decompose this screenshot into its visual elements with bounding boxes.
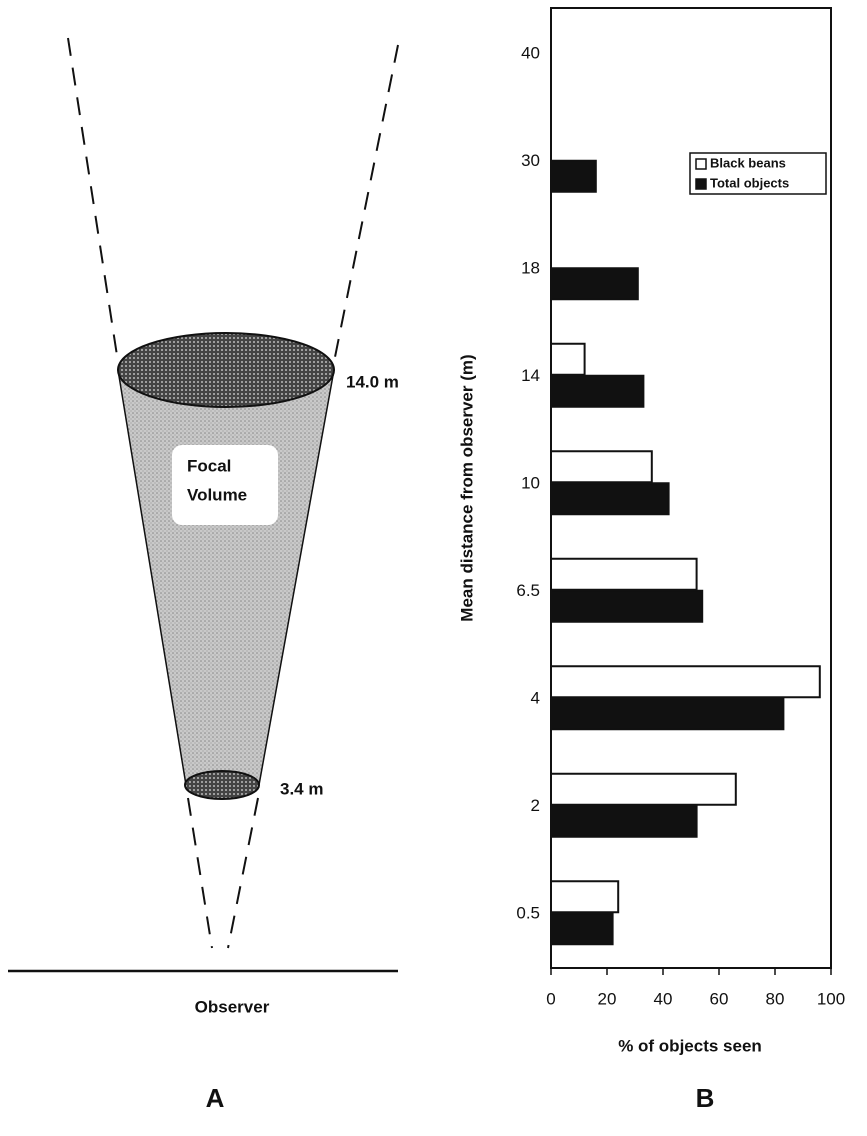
view-line [68,38,118,362]
x-tick-label: 100 [817,989,845,1008]
legend-label: Total objects [710,175,789,190]
bar [551,806,697,837]
x-axis-label: % of objects seen [618,1036,762,1055]
panel-letter: A [206,1083,225,1113]
x-tick-label: 60 [710,989,729,1008]
legend-swatch [696,179,706,189]
view-line [334,45,398,362]
x-tick-label: 80 [766,989,785,1008]
y-tick-label: 2 [531,796,540,815]
y-tick-label: 4 [531,689,540,708]
y-tick-label: 18 [521,259,540,278]
bar [551,161,596,192]
bar [551,344,585,375]
far-ellipse [118,333,334,407]
cone-diagram [8,38,398,971]
bar [551,483,669,514]
y-tick-label: 40 [521,44,540,63]
near-label: 3.4 m [280,779,323,798]
x-tick-label: 40 [654,989,673,1008]
bar [551,268,638,299]
x-tick-label: 20 [598,989,617,1008]
observer-label: Observer [195,997,270,1016]
y-tick-label: 10 [521,474,540,493]
figure: 14.0 m 3.4 m Focal Volume Observer A B M… [0,0,867,1136]
volume-label: Focal [187,456,231,475]
volume-label: Volume [187,485,247,504]
focal-cone [118,370,334,797]
bar [551,666,820,697]
y-tick-label: 30 [521,151,540,170]
x-tick-label: 0 [546,989,555,1008]
view-line [228,798,258,948]
bar [551,591,702,622]
bar [551,881,618,912]
bar [551,698,783,729]
y-tick-label: 6.5 [516,581,540,600]
bar [551,774,736,805]
legend-swatch [696,159,706,169]
y-tick-label: 14 [521,366,540,385]
panel-letter: B [696,1083,715,1113]
far-label: 14.0 m [346,372,399,391]
bar [551,559,697,590]
bar [551,913,613,944]
y-tick-label: 0.5 [516,904,540,923]
view-line [188,798,212,948]
bar [551,451,652,482]
near-ellipse [185,771,259,799]
bar [551,376,643,407]
legend-label: Black beans [710,155,786,170]
y-axis-label: Mean distance from observer (m) [457,354,476,621]
